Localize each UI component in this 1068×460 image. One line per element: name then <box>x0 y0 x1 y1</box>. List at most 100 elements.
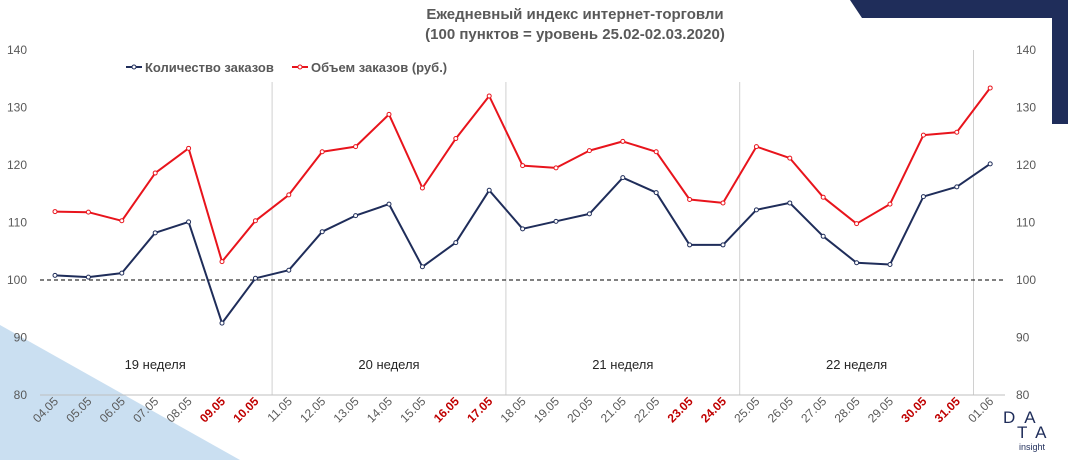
data-point-series-1 <box>753 207 759 213</box>
y-tick-label-right: 110 <box>1016 216 1035 230</box>
data-point-series-2 <box>987 85 993 91</box>
data-point-series-1 <box>954 184 960 190</box>
legend-label-2: Объем заказов (руб.) <box>311 60 447 75</box>
y-tick-label-left: 80 <box>14 388 28 402</box>
week-label: 21 неделя <box>592 357 653 372</box>
data-point-series-1 <box>219 320 225 326</box>
data-point-series-2 <box>353 144 359 150</box>
data-point-series-2 <box>419 185 425 191</box>
data-point-series-2 <box>620 138 626 144</box>
decor-top-right <box>850 0 1068 124</box>
data-point-series-1 <box>653 190 659 196</box>
x-tick-label: 07.05 <box>130 394 161 425</box>
data-point-series-1 <box>987 161 993 167</box>
data-point-series-2 <box>119 218 125 224</box>
legend-marker-2 <box>297 64 303 70</box>
chart-title-line1: Ежедневный индекс интернет-торговли <box>426 6 724 23</box>
data-point-series-2 <box>720 200 726 206</box>
data-point-series-1 <box>787 200 793 206</box>
x-tick-label: 29.05 <box>865 394 896 425</box>
legend-marker-1 <box>131 64 137 70</box>
x-tick-label: 18.05 <box>498 394 529 425</box>
data-point-series-2 <box>753 144 759 150</box>
data-point-series-1 <box>453 240 459 246</box>
data-point-series-2 <box>52 209 58 215</box>
x-tick-label: 23.05 <box>665 394 696 425</box>
x-tick-label: 15.05 <box>397 394 428 425</box>
data-point-series-1 <box>820 233 826 239</box>
data-point-series-1 <box>687 242 693 248</box>
x-tick-label: 21.05 <box>598 394 629 425</box>
data-point-series-1 <box>252 275 258 281</box>
data-point-series-1 <box>386 201 392 207</box>
week-label: 19 неделя <box>125 357 186 372</box>
data-point-series-2 <box>854 221 860 227</box>
chart-title-line2: (100 пунктов = уровень 25.02-02.03.2020) <box>425 26 725 43</box>
data-point-series-1 <box>720 242 726 248</box>
x-tick-label: 19.05 <box>531 394 562 425</box>
decor-bottom-left <box>0 325 240 460</box>
series-line-1 <box>54 162 991 325</box>
data-point-series-1 <box>52 272 58 278</box>
data-point-series-2 <box>687 197 693 202</box>
x-tick-label: 14.05 <box>364 394 395 425</box>
data-point-series-1 <box>119 270 125 276</box>
x-tick-label: 31.05 <box>932 394 963 425</box>
x-tick-label: 16.05 <box>431 394 462 425</box>
x-tick-label: 17.05 <box>464 394 495 425</box>
data-point-series-1 <box>553 218 559 224</box>
y-tick-label-left: 100 <box>7 273 27 287</box>
data-point-series-2 <box>486 93 492 99</box>
y-tick-label-left: 120 <box>7 158 27 172</box>
x-tick-label: 30.05 <box>898 394 929 425</box>
x-tick-label: 10.05 <box>230 394 261 425</box>
y-tick-label-right: 90 <box>1016 331 1030 345</box>
data-point-series-2 <box>820 194 826 200</box>
data-point-series-2 <box>152 170 158 176</box>
x-tick-label: 26.05 <box>765 394 796 425</box>
data-point-series-1 <box>586 211 592 217</box>
data-point-series-2 <box>286 192 292 198</box>
y-tick-label-left: 110 <box>8 216 27 230</box>
data-point-series-1 <box>920 194 926 200</box>
data-insight-logo: DA TA insight <box>1003 409 1061 452</box>
data-point-series-2 <box>186 145 192 151</box>
x-tick-label: 13.05 <box>331 394 362 425</box>
x-tick-label: 27.05 <box>798 394 829 425</box>
y-tick-label-right: 80 <box>1016 388 1030 402</box>
x-tick-label: 24.05 <box>698 394 729 425</box>
x-tick-label: 28.05 <box>832 394 863 425</box>
data-point-series-2 <box>386 111 392 117</box>
data-point-series-2 <box>553 165 559 171</box>
x-tick-label: 09.05 <box>197 394 228 425</box>
data-point-series-2 <box>319 149 325 155</box>
y-tick-label-left: 90 <box>14 331 28 345</box>
x-tick-label: 06.05 <box>97 394 128 425</box>
x-tick-label: 04.05 <box>30 394 61 425</box>
data-point-series-1 <box>152 230 158 236</box>
data-point-series-1 <box>319 229 325 235</box>
y-tick-label-right: 140 <box>1016 43 1036 57</box>
data-point-series-2 <box>653 149 659 155</box>
data-point-series-1 <box>520 226 526 232</box>
y-tick-label-right: 100 <box>1016 273 1036 287</box>
x-tick-label: 22.05 <box>631 394 662 425</box>
data-point-series-1 <box>419 264 425 270</box>
data-point-series-1 <box>85 274 91 280</box>
x-tick-label: 25.05 <box>731 394 762 425</box>
data-point-series-1 <box>353 213 359 219</box>
x-tick-label: 01.06 <box>965 394 996 425</box>
data-point-series-2 <box>586 148 592 154</box>
x-tick-label: 11.05 <box>264 394 295 425</box>
data-point-series-2 <box>520 163 526 169</box>
x-tick-label: 08.05 <box>164 394 195 425</box>
data-point-series-2 <box>252 218 258 224</box>
data-point-series-1 <box>486 187 492 193</box>
y-tick-label-left: 130 <box>7 101 27 115</box>
y-tick-label-left: 140 <box>7 43 27 57</box>
x-tick-label: 20.05 <box>564 394 595 425</box>
data-point-series-1 <box>854 260 860 266</box>
logo-line3: insight <box>1018 442 1045 452</box>
